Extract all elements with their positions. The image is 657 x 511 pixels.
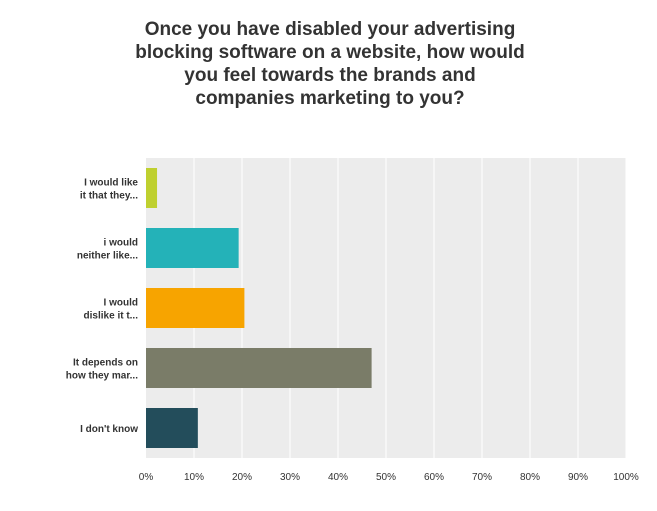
category-label: neither like... [77, 251, 138, 262]
category-label: it that they... [80, 191, 138, 202]
bar [146, 228, 239, 268]
x-tick-label: 50% [376, 472, 396, 483]
chart-title-line: Once you have disabled your advertising [144, 19, 516, 40]
bar [146, 288, 245, 328]
category-label: I don't know [80, 424, 138, 435]
bar [146, 168, 158, 208]
x-tick-label: 30% [280, 472, 300, 483]
bar [146, 348, 372, 388]
category-label: i would [104, 238, 138, 249]
x-tick-label: 0% [139, 472, 154, 483]
x-tick-label: 60% [424, 472, 444, 483]
category-label: I would like [84, 178, 138, 189]
chart-title: Once you have disabled your advertising … [60, 18, 600, 110]
x-tick-label: 70% [472, 472, 492, 483]
x-tick-label: 100% [613, 472, 639, 483]
chart-title-line: companies marketing to you? [195, 88, 465, 109]
x-tick-label: 10% [184, 472, 204, 483]
bar [146, 408, 198, 448]
category-label: It depends on [73, 358, 138, 369]
x-tick-label: 20% [232, 472, 252, 483]
category-label: I would [104, 298, 138, 309]
category-label: how they mar... [66, 371, 138, 382]
x-tick-label: 80% [520, 472, 540, 483]
x-tick-label: 90% [568, 472, 588, 483]
chart-title-line: blocking software on a website, how woul… [135, 42, 525, 63]
category-label: dislike it t... [84, 311, 139, 322]
chart-title-line: you feel towards the brands and [184, 65, 476, 86]
x-tick-label: 40% [328, 472, 348, 483]
